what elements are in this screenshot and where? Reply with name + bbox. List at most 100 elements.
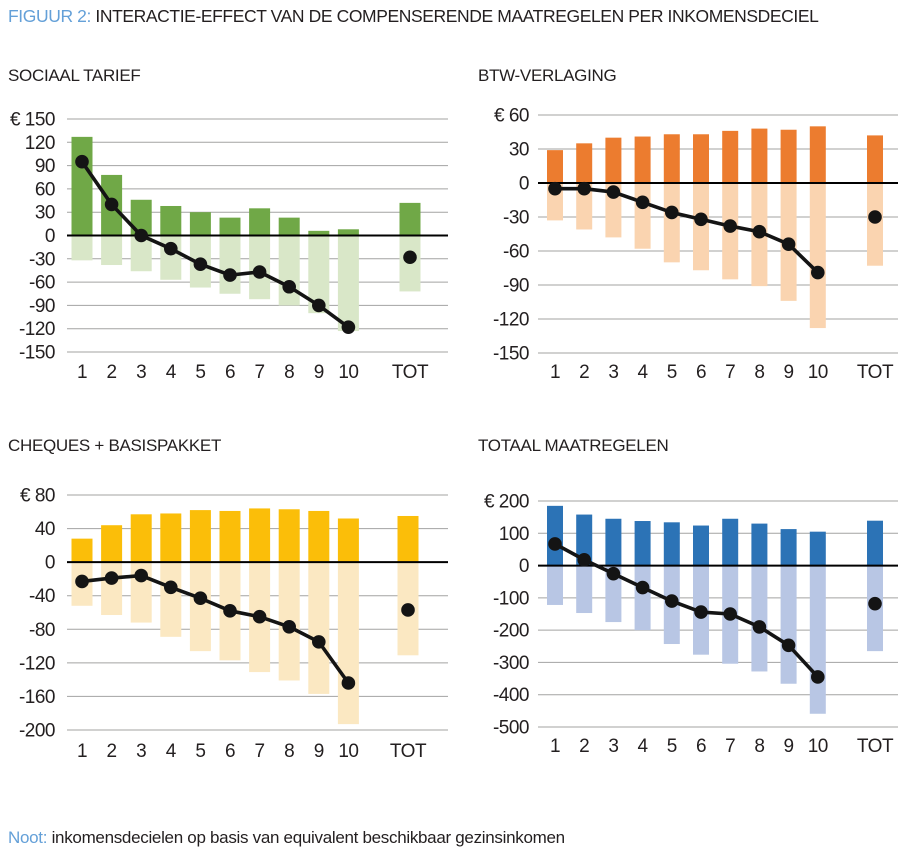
x-tick-label: TOT bbox=[392, 362, 429, 383]
bar-negative bbox=[71, 235, 93, 261]
data-dot bbox=[252, 609, 267, 624]
x-tick-label: 2 bbox=[579, 362, 589, 383]
x-tick-label: 4 bbox=[166, 741, 177, 762]
x-tick-label: 9 bbox=[314, 741, 324, 762]
bar-negative bbox=[308, 562, 330, 694]
y-tick-label: 0 bbox=[45, 226, 55, 247]
footnote-label: Noot: bbox=[8, 828, 48, 847]
data-dot bbox=[752, 620, 767, 634]
x-tick-label: 10 bbox=[808, 736, 828, 757]
data-dot bbox=[577, 181, 591, 196]
data-dot bbox=[104, 197, 119, 212]
y-tick-label: -100 bbox=[493, 588, 529, 609]
bar-positive bbox=[605, 137, 622, 183]
data-dot bbox=[548, 537, 562, 551]
dot-line bbox=[553, 542, 820, 679]
y-tick-label: € 60 bbox=[494, 106, 529, 127]
bar-negative bbox=[101, 235, 123, 266]
bar-positive bbox=[189, 510, 211, 563]
y-tick-label: -200 bbox=[19, 721, 55, 742]
y-tick-label: 90 bbox=[35, 156, 55, 177]
bar-positive bbox=[249, 208, 271, 236]
dot-line bbox=[553, 186, 820, 275]
bar-negative bbox=[634, 183, 651, 249]
data-dot bbox=[252, 265, 267, 279]
data-dot bbox=[193, 257, 208, 272]
bar-positive bbox=[397, 515, 419, 563]
data-dot bbox=[868, 210, 882, 224]
x-tick-label: 6 bbox=[225, 362, 235, 383]
x-tick-label: 10 bbox=[338, 362, 358, 383]
data-dot bbox=[341, 676, 356, 690]
data-dot bbox=[752, 224, 767, 239]
bar-negative bbox=[576, 183, 593, 230]
data-dot bbox=[312, 298, 326, 313]
chart-totaal-maatregelen: TOTAAL MAATREGELEN € 200 100 0 -100 -200 -300… bbox=[450, 430, 900, 780]
y-tick-label: 30 bbox=[35, 203, 55, 224]
bar-positive bbox=[547, 150, 563, 183]
data-dot bbox=[635, 195, 650, 210]
x-tick-label: 8 bbox=[754, 362, 764, 383]
bar-positive bbox=[189, 212, 211, 236]
bar-positive bbox=[249, 508, 271, 563]
x-tick-label: 6 bbox=[696, 362, 706, 383]
data-dot bbox=[341, 320, 356, 334]
chart-title: TOTAAL MAATREGELEN bbox=[478, 436, 669, 455]
x-tick-label: 4 bbox=[638, 736, 649, 757]
footnote: Noot: inkomensdecielen op basis van equi… bbox=[8, 828, 565, 848]
data-dot bbox=[635, 580, 650, 595]
bar-positive bbox=[576, 514, 593, 566]
y-tick-label: 100 bbox=[499, 524, 529, 545]
x-tick-label: 10 bbox=[808, 362, 828, 383]
data-dot bbox=[223, 604, 237, 618]
x-tick-label: 1 bbox=[550, 362, 560, 383]
bar-positive bbox=[278, 509, 300, 563]
data-dot bbox=[164, 241, 178, 256]
data-dot bbox=[665, 205, 679, 220]
x-tick-label: 5 bbox=[667, 362, 677, 383]
x-tick-label: 9 bbox=[784, 362, 794, 383]
dot-line bbox=[80, 159, 351, 329]
bar-positive bbox=[751, 128, 768, 183]
y-tick-label: -60 bbox=[503, 242, 529, 263]
bar-negative bbox=[576, 565, 593, 614]
data-dot bbox=[223, 268, 237, 282]
bar-negative bbox=[278, 235, 300, 306]
chart-plot: € 80 40 0 -40 -80 -120 -160 -200 1 2 3 4 5 6 7 8 9 10 TOT bbox=[19, 486, 448, 762]
data-dot bbox=[548, 181, 562, 196]
bar-positive bbox=[809, 531, 826, 566]
bar-negative bbox=[337, 562, 359, 725]
y-tick-label: -160 bbox=[19, 687, 55, 708]
data-dot bbox=[75, 574, 89, 589]
data-dot bbox=[193, 591, 208, 606]
bar-positive bbox=[278, 217, 300, 236]
chart-title: SOCIAAL TARIEF bbox=[8, 66, 141, 85]
x-tick-label: 7 bbox=[725, 736, 735, 757]
x-tick-label: 4 bbox=[166, 362, 177, 383]
bar-positive bbox=[337, 229, 359, 236]
x-tick-label: 7 bbox=[255, 741, 265, 762]
bar-positive bbox=[71, 136, 93, 236]
bar-negative bbox=[809, 183, 826, 329]
data-dot bbox=[811, 670, 825, 684]
bar-positive bbox=[337, 518, 359, 563]
figure-title-text: INTERACTIE-EFFECT VAN DE COMPENSERENDE M… bbox=[95, 6, 819, 26]
y-tick-label: -30 bbox=[503, 208, 529, 229]
data-dot bbox=[134, 568, 148, 583]
bar-negative bbox=[605, 565, 622, 623]
bar-positive bbox=[867, 135, 883, 183]
data-dot bbox=[606, 566, 621, 581]
data-dot bbox=[104, 571, 119, 585]
x-tick-label: 3 bbox=[136, 741, 146, 762]
x-tick-label: 2 bbox=[579, 736, 589, 757]
chart-title: CHEQUES + BASISPAKKET bbox=[8, 436, 222, 455]
y-tick-label: 0 bbox=[519, 174, 529, 195]
bar-positive bbox=[722, 130, 739, 183]
bar-positive bbox=[809, 126, 826, 183]
bar-negative bbox=[189, 562, 211, 652]
bar-positive bbox=[693, 525, 709, 566]
data-dot bbox=[282, 279, 297, 294]
bar-positive bbox=[219, 217, 241, 236]
x-tick-label: 3 bbox=[608, 362, 618, 383]
